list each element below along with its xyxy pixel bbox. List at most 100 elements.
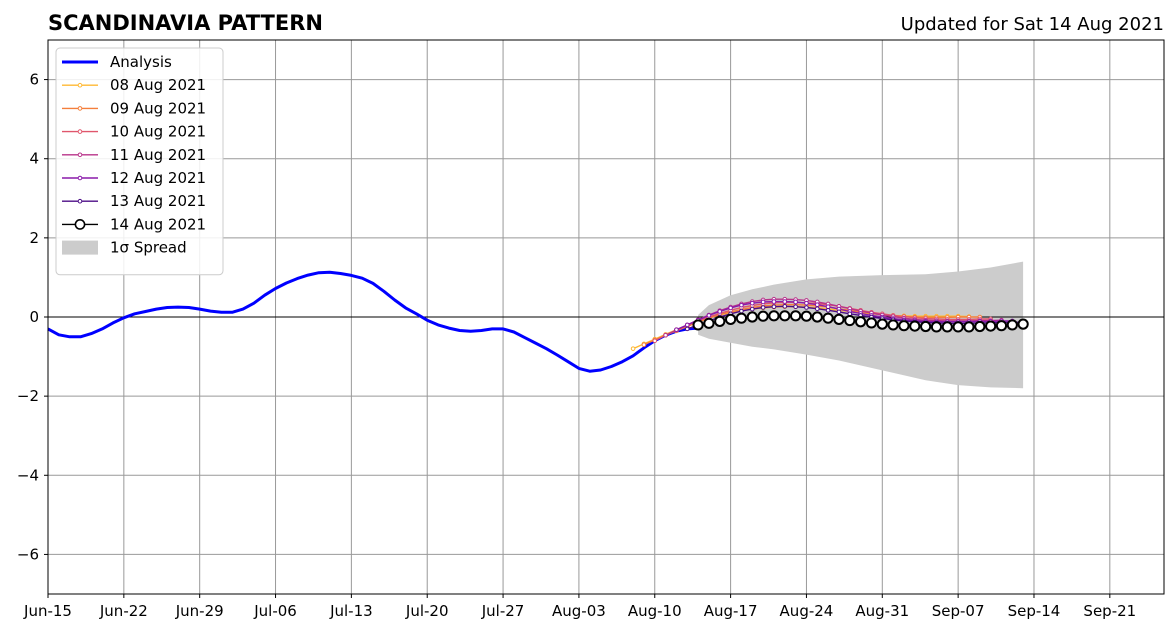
data-point — [782, 299, 788, 304]
data-point — [814, 306, 820, 311]
x-tick-label: Jul-27 — [481, 602, 525, 620]
x-tick-label: Aug-31 — [855, 602, 909, 620]
data-point — [811, 311, 823, 323]
x-tick-label: Jun-15 — [23, 602, 72, 620]
data-point — [1017, 318, 1029, 330]
legend-box — [55, 47, 224, 276]
y-tick-label: 2 — [29, 229, 39, 247]
data-point — [663, 332, 668, 338]
data-point — [749, 306, 755, 312]
x-tick-label: Aug-17 — [704, 602, 758, 620]
legend-label: 13 Aug 2021 — [110, 192, 206, 210]
x-tick-label: Jul-20 — [405, 602, 449, 620]
data-point — [706, 313, 712, 318]
data-point — [714, 315, 726, 327]
data-point — [739, 308, 744, 314]
legend-label: 09 Aug 2021 — [110, 99, 206, 117]
data-point — [804, 300, 809, 306]
x-tick-label: Sep-07 — [932, 602, 985, 620]
x-tick-label: Jun-29 — [175, 602, 224, 620]
data-point — [909, 320, 921, 332]
legend-label: 14 Aug 2021 — [110, 215, 206, 233]
legend-label: 08 Aug 2021 — [110, 76, 206, 94]
legend-marker — [77, 198, 83, 204]
data-point — [844, 314, 856, 327]
series-line — [47, 270, 699, 373]
legend-marker — [77, 82, 83, 88]
data-point — [920, 320, 932, 333]
series-layer — [47, 270, 1029, 373]
data-point — [804, 305, 809, 310]
y-tick-label: −2 — [17, 387, 39, 405]
data-point — [800, 310, 813, 322]
data-point — [865, 317, 878, 329]
data-point — [641, 342, 647, 348]
x-tick-label: Sep-21 — [1083, 602, 1136, 620]
data-point — [995, 320, 1008, 332]
data-point — [790, 310, 802, 322]
y-tick-label: 4 — [29, 150, 39, 168]
data-point — [684, 322, 690, 328]
y-tick-label: −4 — [17, 466, 39, 484]
legend-marker — [77, 175, 83, 181]
x-tick-label: Jul-13 — [329, 602, 373, 620]
chart-title: SCANDINAVIA PATTERN — [48, 11, 323, 35]
legend-label: 1σ Spread — [110, 239, 187, 257]
x-tick-label: Aug-10 — [628, 602, 682, 620]
data-point — [725, 313, 737, 325]
y-axis: −6 −4 −2 0 2 4 6 — [17, 71, 48, 563]
x-axis: Jun-15 Jun-22 Jun-29 Jul-06 Jul-13 Jul-20 Jul-… — [23, 594, 1136, 620]
data-point — [630, 346, 636, 351]
y-tick-label: 6 — [29, 71, 39, 89]
data-point — [703, 317, 715, 329]
data-point — [1006, 319, 1018, 331]
data-point — [771, 304, 777, 310]
data-point — [855, 316, 867, 328]
data-point — [963, 321, 975, 333]
data-point — [768, 310, 780, 322]
legend-swatch — [62, 240, 98, 255]
legend-label: 10 Aug 2021 — [110, 123, 206, 141]
data-point — [930, 321, 943, 333]
data-point — [836, 309, 842, 315]
data-point — [941, 321, 953, 333]
data-point — [833, 313, 845, 325]
data-point — [887, 319, 899, 331]
data-point — [952, 321, 964, 333]
x-tick-label: Jul-06 — [253, 602, 297, 620]
data-point — [974, 320, 986, 333]
data-point — [760, 299, 766, 305]
y-tick-label: 0 — [29, 308, 39, 326]
legend-label: 12 Aug 2021 — [110, 169, 206, 187]
data-point — [728, 305, 733, 311]
data-point — [898, 320, 910, 332]
legend-marker — [74, 218, 86, 230]
data-point — [674, 327, 679, 332]
x-tick-label: Jun-22 — [99, 602, 148, 620]
data-point — [749, 300, 755, 306]
data-point — [760, 305, 766, 310]
data-point — [735, 312, 748, 324]
data-point — [652, 338, 658, 344]
legend-marker — [77, 106, 83, 111]
data-point — [782, 304, 788, 309]
data-point — [876, 318, 888, 330]
data-point — [757, 310, 769, 322]
chart-subtitle: Updated for Sat 14 Aug 2021 — [901, 14, 1164, 35]
data-point — [825, 304, 831, 310]
x-tick-label: Sep-14 — [1008, 602, 1061, 620]
legend-marker — [77, 129, 83, 134]
data-point — [814, 302, 820, 308]
legend: Analysis 08 Aug 2021 09 Aug 2021 10 Aug 202… — [55, 47, 224, 276]
data-point — [684, 326, 690, 332]
legend-label: 11 Aug 2021 — [110, 146, 206, 164]
data-point — [825, 307, 831, 313]
data-point — [793, 304, 798, 310]
data-point — [771, 299, 777, 304]
x-tick-label: Aug-03 — [552, 602, 606, 620]
data-point — [793, 299, 798, 305]
data-point — [985, 320, 997, 332]
y-tick-label: −6 — [17, 545, 39, 563]
data-point — [779, 310, 791, 322]
data-point — [692, 319, 704, 331]
